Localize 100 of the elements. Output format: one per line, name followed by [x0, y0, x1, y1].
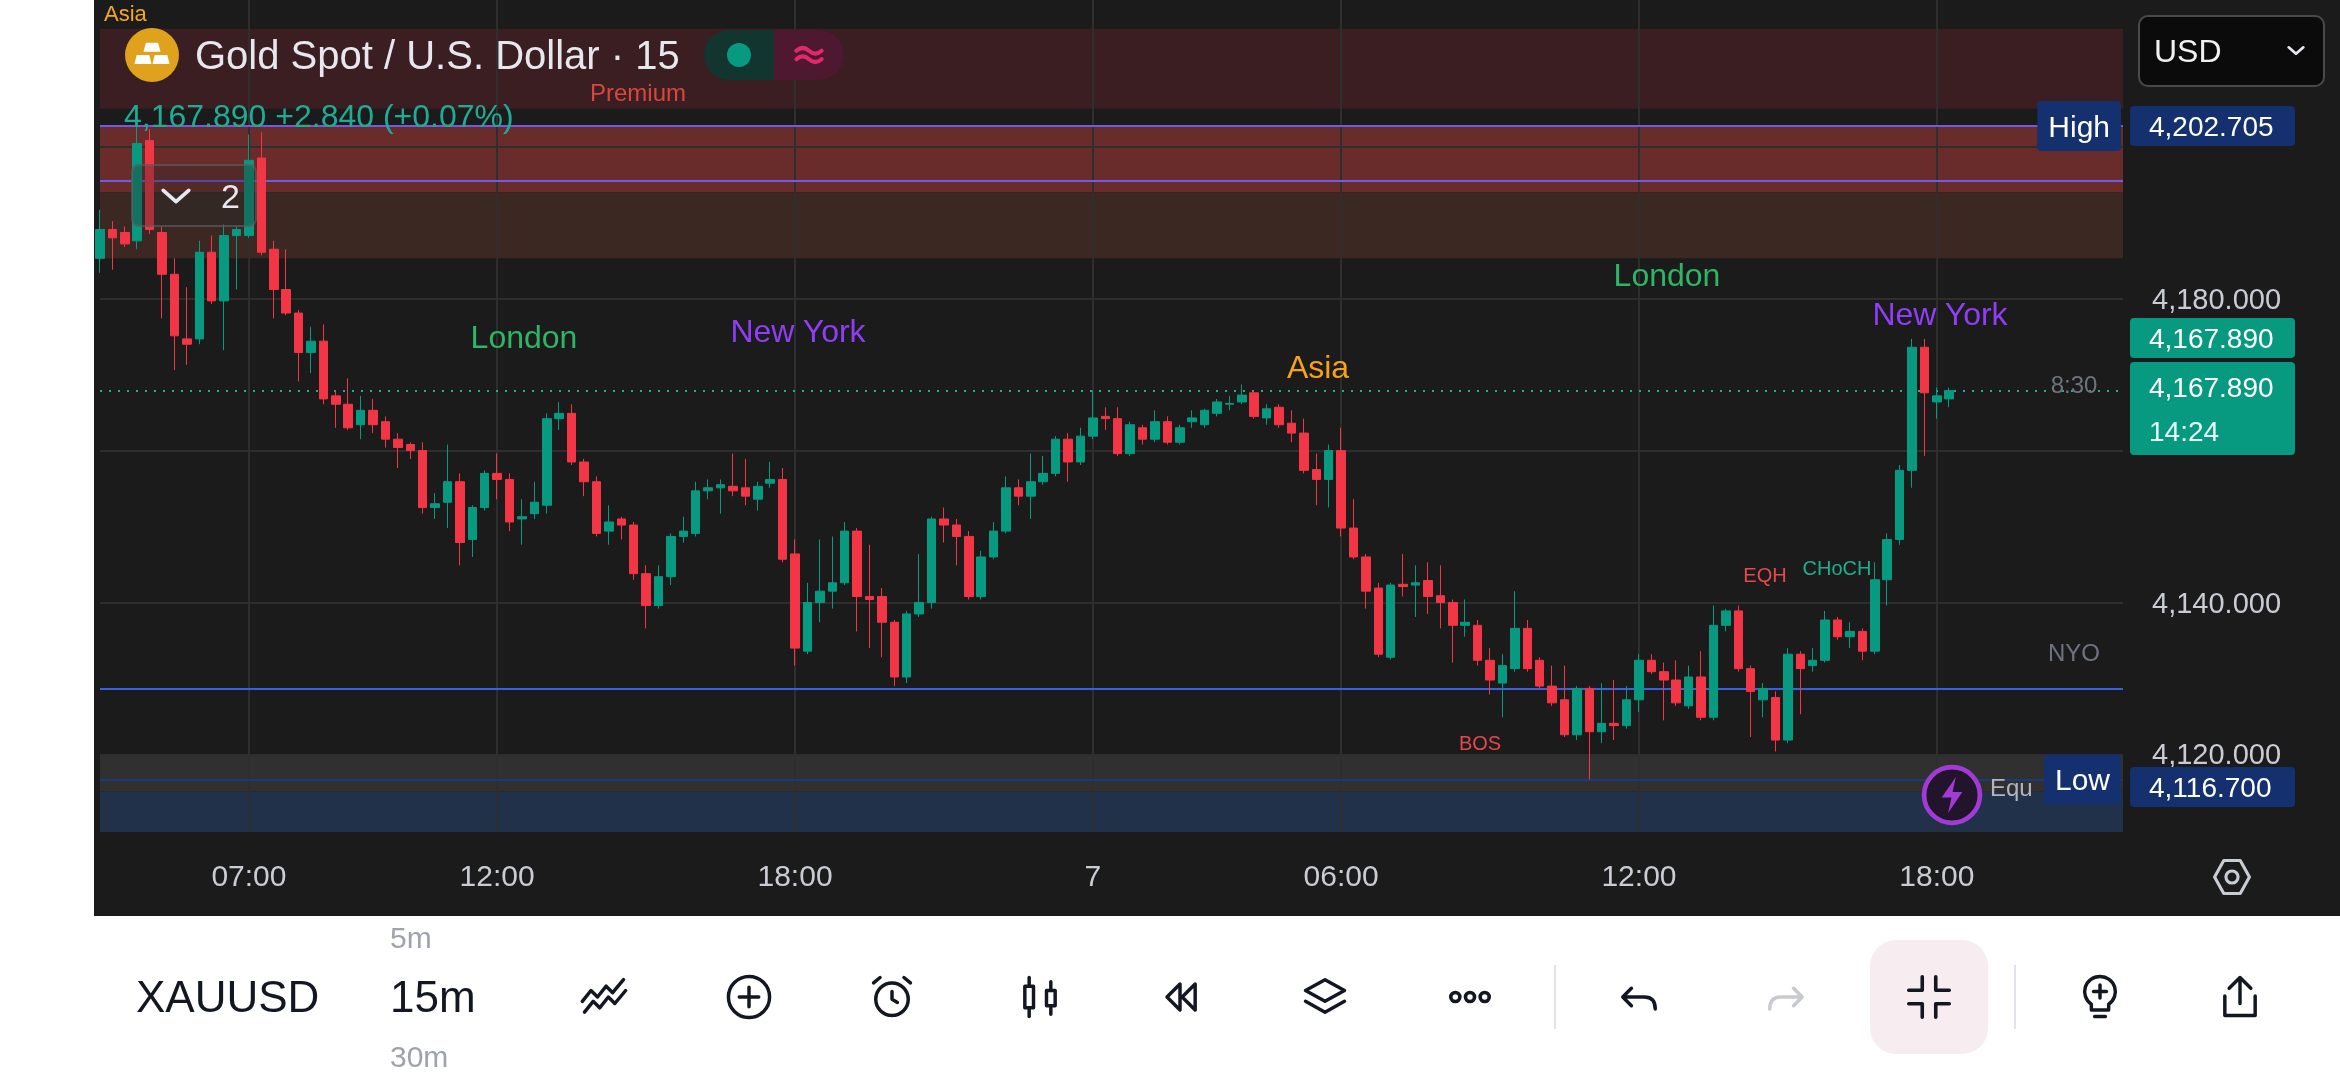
- candlestick: [331, 390, 341, 429]
- annotation: London: [470, 319, 578, 355]
- x-tick-label: 12:00: [1601, 858, 1677, 892]
- candlestick: [1361, 553, 1371, 610]
- candlestick: [281, 248, 291, 316]
- candlestick: [617, 516, 626, 540]
- candlestick: [1324, 443, 1333, 509]
- candlestick: [1299, 418, 1309, 474]
- y-tick-label: 4,140.000: [2152, 586, 2282, 619]
- candlestick: [989, 521, 998, 560]
- candlestick: [1336, 427, 1346, 537]
- candlestick: [1560, 665, 1569, 738]
- candlestick: [1684, 665, 1693, 710]
- candlestick: [356, 395, 365, 440]
- candlestick: [182, 286, 192, 366]
- candlestick: [1175, 424, 1185, 445]
- candlestick: [1907, 338, 1917, 489]
- annotation: CHoCH: [1802, 557, 1872, 579]
- annotation: 8:30: [2050, 370, 2098, 398]
- annotation: Asia: [1286, 349, 1350, 385]
- candlestick: [1212, 398, 1222, 417]
- candlestick: [492, 453, 502, 500]
- annotation: BOS: [1458, 732, 1502, 754]
- candlestick: [728, 453, 738, 497]
- candlestick: [691, 481, 700, 537]
- x-tick-label: 7: [1084, 858, 1102, 892]
- candlestick: [170, 257, 179, 371]
- candlestick: [1473, 619, 1482, 667]
- candlestick: [1063, 432, 1073, 483]
- candlestick: [157, 225, 167, 319]
- candlestick: [1920, 338, 1929, 457]
- candlestick: [530, 481, 539, 520]
- candlestick: [269, 240, 279, 319]
- text: 4,202.705: [2149, 110, 2274, 142]
- candlestick: [1200, 408, 1209, 429]
- candlestick: [120, 225, 130, 248]
- candlestick: [1758, 682, 1768, 718]
- candlestick: [1622, 685, 1631, 730]
- candlestick: [716, 478, 725, 515]
- candlestick: [765, 461, 775, 489]
- candlestick: [1374, 582, 1383, 658]
- annotation: Equ: [1990, 773, 2033, 801]
- candlestick: [976, 550, 986, 600]
- candlestick: [1597, 682, 1606, 744]
- annotation: London: [1613, 257, 1721, 293]
- candlestick: [1448, 599, 1458, 664]
- candlestick: [1547, 665, 1557, 707]
- candlestick: [753, 481, 763, 512]
- candlestick: [927, 516, 936, 610]
- candlestick: [1771, 690, 1780, 752]
- candlestick: [232, 225, 241, 290]
- candlestick: [1485, 647, 1495, 695]
- candlestick: [666, 532, 676, 586]
- text: 15m: [390, 971, 476, 1023]
- candlestick: [1312, 453, 1321, 506]
- candlestick: [1411, 564, 1420, 618]
- candlestick: [1150, 409, 1160, 443]
- candlestick: [1436, 564, 1445, 629]
- candlestick: [790, 538, 800, 667]
- candlestick: [877, 587, 887, 658]
- text: Gold Spot / U.S. Dollar · 15: [195, 32, 680, 79]
- candlestick: [1783, 647, 1793, 744]
- candlestick: [1895, 464, 1904, 546]
- candlestick: [1498, 653, 1507, 718]
- candlestick: [1647, 653, 1656, 675]
- annotation: 2: [221, 175, 240, 216]
- candlestick: [1870, 561, 1880, 655]
- candlestick: [778, 467, 787, 563]
- candlestick: [257, 131, 266, 256]
- candlestick: [1523, 619, 1532, 673]
- candlestick: [1225, 395, 1234, 411]
- candlestick: [964, 530, 974, 600]
- x-tick-label: 07:00: [211, 858, 287, 892]
- candlestick: [952, 518, 961, 566]
- candlestick: [567, 403, 576, 466]
- x-tick-label: 18:00: [1899, 858, 1975, 892]
- text: 30m: [390, 1040, 449, 1074]
- candlestick: [517, 498, 527, 546]
- candlestick: [381, 415, 390, 449]
- text: 14:24: [2149, 415, 2220, 447]
- candlestick: [1858, 627, 1867, 661]
- candlestick: [1460, 599, 1470, 638]
- candlestick: [1076, 427, 1085, 466]
- candlestick: [1038, 455, 1048, 486]
- candlestick: [914, 553, 924, 618]
- candlestick: [592, 475, 601, 537]
- candlestick: [703, 478, 713, 500]
- candlestick: [430, 492, 440, 520]
- candlestick: [1709, 605, 1718, 721]
- candlestick: [1398, 553, 1408, 597]
- candlestick: [1833, 616, 1842, 641]
- candlestick: [654, 564, 663, 610]
- candlestick: [679, 516, 688, 544]
- candlestick: [1237, 383, 1247, 405]
- candlestick: [418, 441, 427, 515]
- annotation: Asia: [104, 0, 148, 26]
- candlestick: [1609, 679, 1619, 741]
- candlestick: [641, 564, 651, 629]
- candlestick: [1634, 653, 1644, 713]
- candlestick: [1659, 662, 1669, 721]
